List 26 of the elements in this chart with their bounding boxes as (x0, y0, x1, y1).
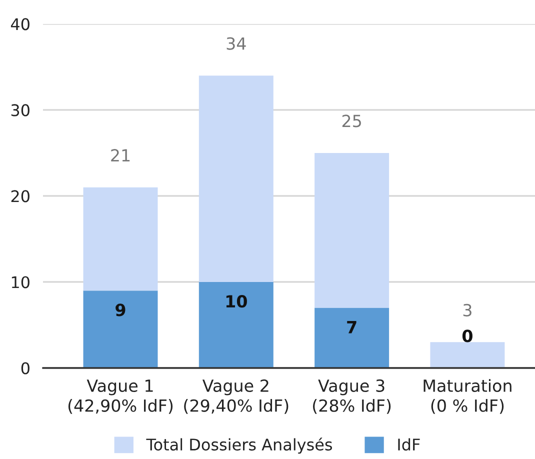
y-tick-label: 0 (21, 362, 30, 374)
y-tick-label: 30 (11, 104, 30, 116)
y-tick-label: 40 (10, 18, 30, 30)
bar (314, 308, 390, 368)
x-tick-label: Vague 2 (29,40% IdF) (184, 379, 288, 414)
data-label: 7 (347, 321, 356, 334)
bar (314, 152, 390, 308)
total-label: 25 (342, 114, 361, 128)
bar (430, 342, 505, 368)
data-label: 10 (226, 295, 247, 308)
x-tick-label: Vague 3 (28% IdF) (313, 379, 391, 414)
y-tick-label: 10 (12, 276, 30, 288)
data-label: 9 (116, 304, 126, 316)
total-label: 3 (463, 304, 472, 316)
x-tick-label: Vague 1 (42,90% IdF) (68, 380, 173, 414)
legend-label: IdF (398, 438, 420, 451)
bar (198, 76, 274, 282)
bar (83, 187, 158, 291)
bar (83, 290, 158, 368)
y-tick-label: 20 (11, 190, 30, 202)
bar (198, 282, 274, 368)
total-label: 34 (226, 37, 246, 50)
data-label: 0 (462, 330, 472, 342)
x-tick-label: Maturation (0 % IdF) (424, 379, 512, 414)
total-label: 21 (111, 149, 130, 162)
legend-label: Total Dossiers Analysés (146, 438, 332, 454)
